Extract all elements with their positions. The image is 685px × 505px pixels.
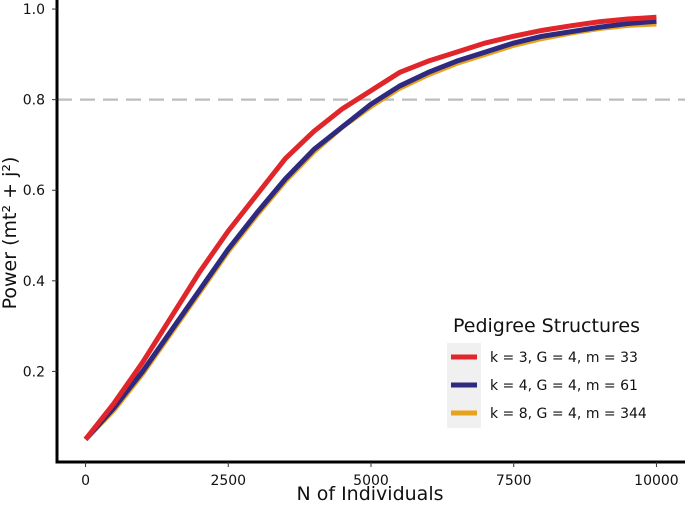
legend-label-2: k = 4, G = 4, m = 61	[490, 378, 638, 394]
x-tick-label: 5000	[353, 473, 389, 489]
x-tick-label: 0	[81, 473, 90, 489]
y-tick-label: 1.0	[23, 2, 45, 18]
x-tick-label: 2500	[210, 473, 246, 489]
x-tick-label: 7500	[496, 473, 532, 489]
y-tick-label: 0.4	[23, 274, 45, 290]
y-axis-label: Power (mt² + j²)	[0, 157, 21, 310]
legend-label-3: k = 8, G = 4, m = 344	[490, 406, 647, 422]
legend-label-1: k = 3, G = 4, m = 33	[490, 350, 638, 366]
legend: Pedigree Structures k = 3, G = 4, m = 33…	[447, 315, 647, 428]
y-tick-label: 0.6	[23, 183, 45, 199]
y-tick-label: 0.8	[23, 93, 45, 109]
series-line-1	[83, 14, 657, 441]
legend-title: Pedigree Structures	[453, 315, 640, 337]
series-line-2	[83, 18, 657, 442]
x-axis-label: N of Individuals	[296, 483, 443, 505]
x-tick-label: 10000	[634, 473, 679, 489]
y-tick-label: 0.2	[23, 364, 45, 380]
